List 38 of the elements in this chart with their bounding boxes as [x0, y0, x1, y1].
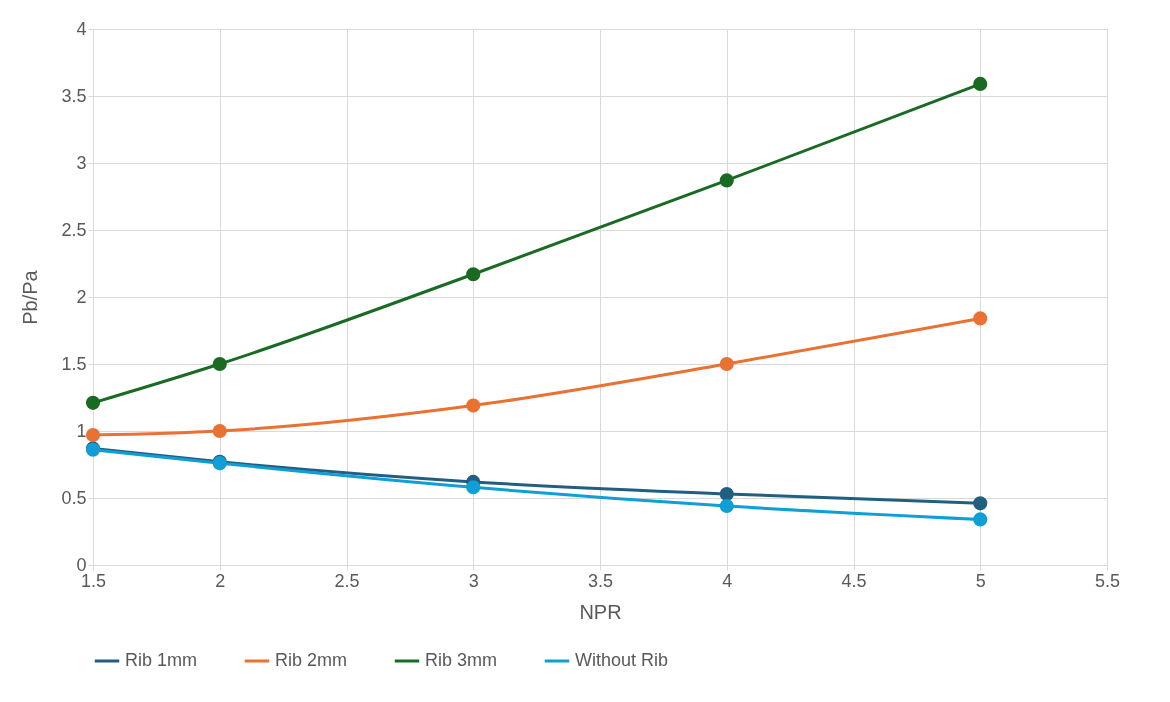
legend-label: Rib 1mm: [125, 650, 198, 670]
point: [973, 311, 988, 326]
point: [719, 173, 734, 188]
y-tick-label: 1: [76, 420, 87, 441]
y-tick-label: 2: [76, 286, 87, 307]
x-tick-label: 5: [975, 570, 986, 591]
y-axis-title: Pb/Pa: [19, 269, 42, 325]
legend-label: Rib 3mm: [425, 650, 498, 670]
point: [85, 395, 101, 410]
y-tick-label: 1.5: [61, 353, 87, 374]
x-tick-label: 4.5: [841, 570, 867, 591]
x-tick-label: 3: [468, 570, 479, 591]
point: [973, 76, 988, 91]
x-tick-label: 2.5: [334, 570, 360, 591]
point: [719, 486, 734, 502]
x-tick-label: 2: [215, 570, 226, 591]
point: [719, 498, 734, 514]
y-tick-label: 3: [76, 152, 87, 173]
legend-label: Without Rib: [575, 650, 669, 670]
x-axis-title: NPR: [579, 600, 622, 623]
x-tick-label: 5.5: [1094, 570, 1121, 591]
x-tick-label: 3.5: [587, 570, 614, 591]
point: [466, 398, 481, 413]
legend-label: Rib 2mm: [275, 650, 348, 670]
point: [719, 356, 734, 372]
point: [973, 496, 988, 511]
point: [466, 267, 481, 282]
y-tick-label: 2.5: [61, 219, 87, 240]
point: [466, 480, 481, 495]
y-tick-label: 0.5: [61, 487, 87, 508]
y-tick-label: 0: [76, 554, 87, 575]
x-tick-label: 4: [722, 570, 733, 591]
point: [85, 427, 101, 443]
y-tick-label: 3.5: [61, 85, 87, 106]
y-tick-label: 4: [76, 18, 87, 39]
point: [973, 512, 988, 527]
point: [212, 423, 227, 439]
point: [212, 356, 227, 372]
